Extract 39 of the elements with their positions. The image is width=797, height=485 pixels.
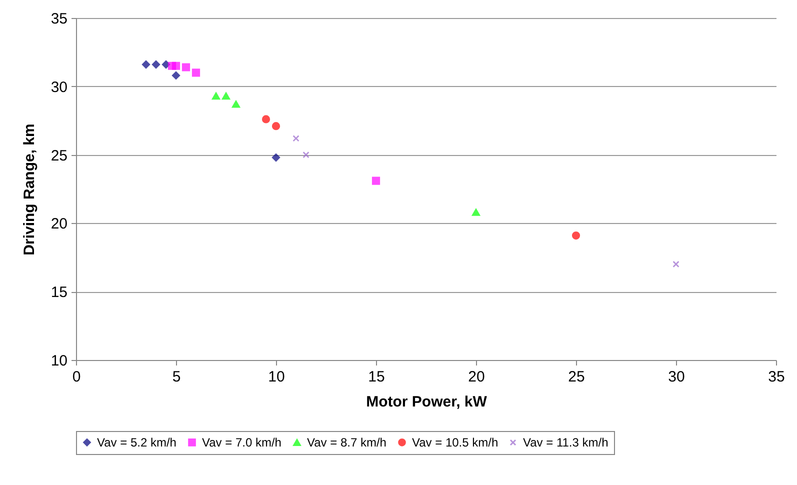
point — [172, 71, 180, 80]
point — [262, 115, 270, 124]
x-tick-label: 35 — [768, 368, 785, 386]
x-tick-label: 25 — [568, 368, 585, 386]
x-tick-label: 10 — [268, 368, 285, 386]
y-tick-label: 10 — [50, 352, 68, 370]
point — [472, 208, 480, 216]
point — [152, 60, 160, 69]
y-tick-label: 20 — [50, 216, 68, 233]
x-tick-label: 0 — [72, 368, 81, 386]
point — [192, 68, 200, 77]
x-tick-label: 15 — [368, 368, 385, 386]
legend-label: Vav = 10.5 km/h — [412, 435, 498, 450]
point — [372, 176, 380, 185]
point — [232, 100, 240, 108]
point — [572, 231, 580, 240]
point — [142, 60, 150, 69]
y-tick-label: 30 — [50, 78, 68, 96]
x-tick-label: 5 — [172, 368, 181, 386]
y-axis-title: Driving Range, km — [20, 124, 38, 256]
point — [182, 63, 190, 72]
legend-label: Vav = 7.0 km/h — [202, 435, 282, 450]
legend-label: Vav = 8.7 km/h — [307, 436, 386, 450]
point — [172, 62, 180, 70]
point — [272, 122, 280, 130]
point — [292, 135, 300, 142]
legend-label: Vav = 11.3 km/h — [523, 436, 608, 450]
legend-label: Vav = 5.2 km/h — [97, 435, 176, 450]
x-tick-label: 20 — [468, 368, 485, 386]
y-tick-label: 35 — [50, 10, 68, 28]
point — [222, 92, 230, 100]
point — [272, 153, 280, 162]
y-tick-label: 15 — [50, 284, 68, 302]
point — [302, 151, 310, 158]
x-tick-label: 30 — [668, 368, 685, 386]
point — [212, 92, 220, 100]
y-tick-label: 25 — [50, 147, 68, 164]
x-axis-title: Motor Power, kW — [366, 394, 488, 410]
point — [672, 260, 680, 268]
